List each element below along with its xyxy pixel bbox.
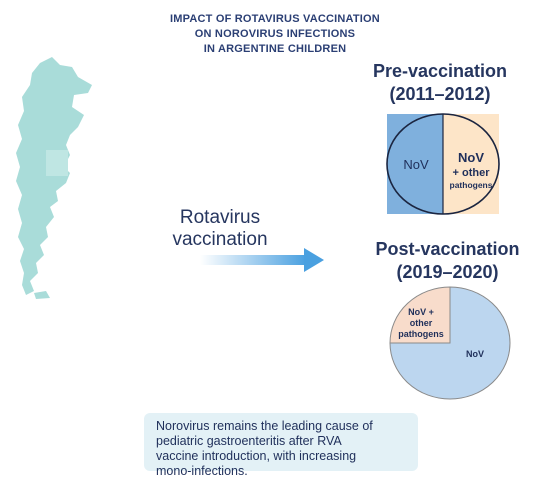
tierra-del-fuego (34, 291, 50, 299)
slice-label: NoV (403, 157, 429, 172)
arrow-shaft (200, 255, 306, 265)
arrow-head (304, 248, 324, 272)
vaccination-line: vaccination (172, 229, 268, 250)
slice-label: pathogens (398, 329, 444, 339)
title: IMPACT OF ROTAVIRUS VACCINATION ON NOROV… (150, 12, 400, 57)
vaccination-line: Rotavirus (179, 207, 261, 228)
conclusion-note: Norovirus remains the leading cause of p… (144, 413, 418, 478)
title-line: ON NOROVIRUS INFECTIONS (194, 28, 356, 40)
right-arrow-icon (200, 248, 324, 272)
slice-label: other (410, 318, 433, 328)
note-line: pediatric gastroenteritis after RVA (156, 434, 342, 448)
slice-label: pathogens (450, 180, 493, 190)
slice-label: + other (453, 167, 491, 179)
post-vaccination-years: (2019–2020) (396, 262, 499, 282)
pie-slice (387, 114, 443, 214)
note-line: vaccine introduction, with increasing (156, 449, 357, 463)
title-line: IMPACT OF ROTAVIRUS VACCINATION (170, 13, 380, 25)
pie-slice (389, 286, 451, 344)
title-line: IN ARGENTINE CHILDREN (203, 43, 347, 55)
pre-vaccination-years: (2011–2012) (389, 84, 491, 104)
note-line: Norovirus remains the leading cause of (156, 419, 373, 433)
pre-vaccination-heading: Pre-vaccination (2011–2012) (360, 60, 520, 106)
post-vaccination-heading: Post-vaccination (2019–2020) (365, 238, 530, 284)
pre-vaccination-label: Pre-vaccination (372, 61, 508, 81)
pre-vaccination-pie: NoV NoV + other pathogens (386, 113, 500, 215)
slice-label: NoV (458, 150, 484, 165)
rotavirus-vaccination-label: Rotavirus vaccination (150, 207, 290, 251)
slice-label: NoV (466, 349, 484, 359)
map-highlight (46, 150, 68, 176)
pie-slice (389, 286, 511, 400)
post-vaccination-label: Post-vaccination (375, 239, 520, 259)
pie-slice (443, 114, 499, 214)
slice-label: NoV + (408, 307, 434, 317)
post-vaccination-pie: NoV NoV + other pathogens (389, 286, 511, 400)
note-line: mono-infections. (156, 464, 248, 478)
argentina-map-icon (16, 57, 92, 299)
